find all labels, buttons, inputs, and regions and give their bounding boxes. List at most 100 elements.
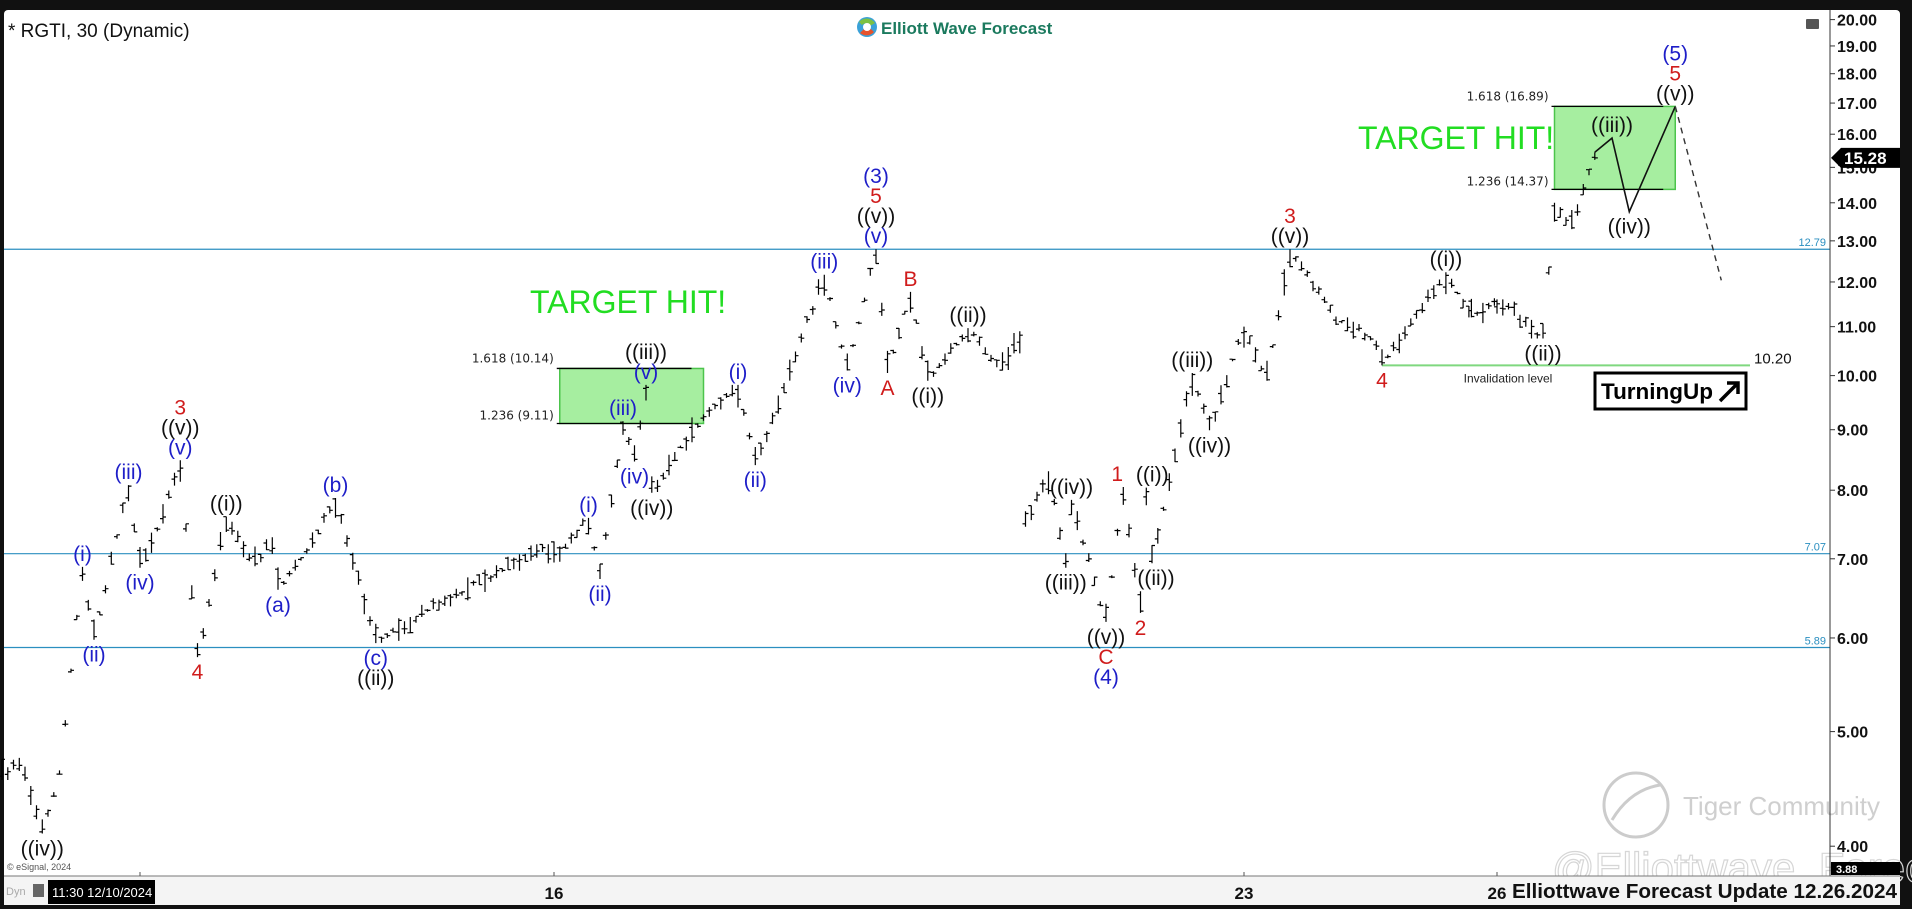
price-bar bbox=[1229, 358, 1236, 362]
price-bar bbox=[269, 537, 276, 554]
price-bar bbox=[781, 383, 787, 394]
price-bar bbox=[1419, 303, 1426, 314]
price-bar bbox=[1108, 575, 1115, 579]
price-bar bbox=[1390, 341, 1397, 352]
price-bar bbox=[1367, 336, 1374, 341]
price-bar bbox=[1454, 291, 1461, 295]
price-bar bbox=[355, 570, 362, 585]
price-bar bbox=[1344, 317, 1351, 332]
price-bar bbox=[401, 621, 408, 635]
price-bar bbox=[1200, 403, 1207, 414]
y-axis-tick-label: 19.00 bbox=[1837, 39, 1877, 56]
y-axis[interactable]: 4.00 5.00 6.00 7.00 8.00 9.00 10.00 11.00 12.00 1… bbox=[1830, 13, 1877, 857]
price-bar bbox=[1275, 310, 1282, 321]
price-bar bbox=[1160, 506, 1167, 511]
wave-label: 4 bbox=[1376, 369, 1388, 392]
dyn-mode-label[interactable]: Dyn bbox=[6, 886, 26, 898]
price-bar bbox=[114, 534, 120, 539]
price-bar bbox=[1485, 302, 1492, 310]
price-bar bbox=[861, 297, 868, 303]
price-bar bbox=[1425, 289, 1431, 302]
time-axis-label: 26 bbox=[1488, 884, 1507, 903]
price-bar bbox=[344, 535, 350, 547]
price-bar bbox=[1045, 471, 1052, 495]
price-bar bbox=[33, 805, 40, 820]
price-bar bbox=[976, 336, 983, 346]
price-bar bbox=[1442, 272, 1449, 295]
footer-title: Elliottwave Forecast Update 12.26.2024 bbox=[1512, 881, 1898, 903]
price-bar bbox=[1241, 326, 1247, 348]
price-bar bbox=[1195, 390, 1201, 397]
y-axis-tick-label: 4.00 bbox=[1837, 839, 1868, 856]
lock-icon[interactable] bbox=[33, 884, 44, 897]
price-bar bbox=[240, 541, 247, 558]
wave-label: ((iv)) bbox=[21, 838, 64, 861]
price-bar bbox=[666, 454, 672, 476]
price-bar bbox=[1269, 344, 1276, 348]
price-bar bbox=[119, 502, 126, 514]
price-bar bbox=[171, 472, 178, 486]
price-bar bbox=[516, 554, 523, 571]
price-bar bbox=[723, 393, 730, 398]
wave-label: ((v)) bbox=[857, 205, 895, 228]
price-bar bbox=[936, 363, 943, 369]
price-bar bbox=[1131, 563, 1138, 578]
price-bar bbox=[683, 436, 690, 451]
price-bar bbox=[562, 543, 569, 549]
price-bar bbox=[1379, 349, 1385, 366]
current-price-tag: 15.28 bbox=[1831, 147, 1900, 168]
wave-label: ((iii)) bbox=[625, 341, 667, 364]
price-bar bbox=[10, 759, 17, 770]
price-bar bbox=[1183, 391, 1190, 407]
price-bar bbox=[367, 616, 373, 626]
price-bar bbox=[568, 532, 575, 544]
price-bar bbox=[1172, 448, 1178, 463]
price-bar bbox=[1091, 576, 1098, 587]
price-bar bbox=[804, 316, 810, 323]
price-bar bbox=[809, 306, 816, 315]
price-bar bbox=[717, 397, 724, 410]
price-bar bbox=[671, 452, 678, 462]
price-bar bbox=[533, 544, 540, 558]
price-bar bbox=[551, 541, 557, 563]
price-bar bbox=[884, 350, 891, 373]
price-bar bbox=[901, 310, 908, 315]
time-axis-labels: 16 23 26 bbox=[139, 872, 1507, 903]
price-bar bbox=[1315, 286, 1322, 295]
tiger-logo-icon bbox=[1602, 771, 1670, 839]
restore-window-icon[interactable] bbox=[1806, 19, 1819, 29]
y-axis-tick-label: 16.00 bbox=[1837, 127, 1877, 144]
wave-label: ((iii)) bbox=[1591, 114, 1633, 137]
wave-label: ((i)) bbox=[911, 385, 944, 408]
price-bar bbox=[263, 539, 270, 551]
wave-label: (iv) bbox=[125, 572, 154, 595]
wave-label: 1 bbox=[1111, 463, 1123, 486]
price-bar bbox=[1540, 322, 1546, 339]
price-bar bbox=[1396, 333, 1403, 354]
price-bar bbox=[677, 445, 684, 449]
price-bar bbox=[1264, 360, 1270, 381]
price-bar bbox=[1407, 318, 1414, 327]
price-bar bbox=[1149, 544, 1155, 564]
time-axis-label: 23 bbox=[1235, 884, 1254, 903]
price-bar bbox=[821, 274, 828, 296]
wave-label: (ii) bbox=[82, 644, 105, 667]
bottom-price-tag: 3.88 bbox=[1831, 862, 1900, 876]
price-bar bbox=[326, 506, 333, 514]
price-bar bbox=[631, 445, 638, 462]
price-bar bbox=[522, 553, 529, 562]
price-bar bbox=[999, 352, 1006, 371]
price-bar bbox=[1016, 331, 1023, 354]
y-axis-tick-label: 18.00 bbox=[1837, 67, 1877, 84]
price-bar bbox=[1505, 303, 1512, 310]
price-bar bbox=[50, 792, 57, 797]
price-bar bbox=[1085, 553, 1092, 562]
price-bar bbox=[384, 633, 391, 638]
price-bar bbox=[436, 599, 442, 611]
price-bar bbox=[1062, 553, 1069, 568]
time-axis[interactable] bbox=[4, 876, 1900, 905]
price-bar bbox=[1511, 301, 1518, 316]
price-bar bbox=[56, 770, 63, 775]
price-bar bbox=[1361, 332, 1368, 341]
price-bar bbox=[597, 563, 603, 579]
